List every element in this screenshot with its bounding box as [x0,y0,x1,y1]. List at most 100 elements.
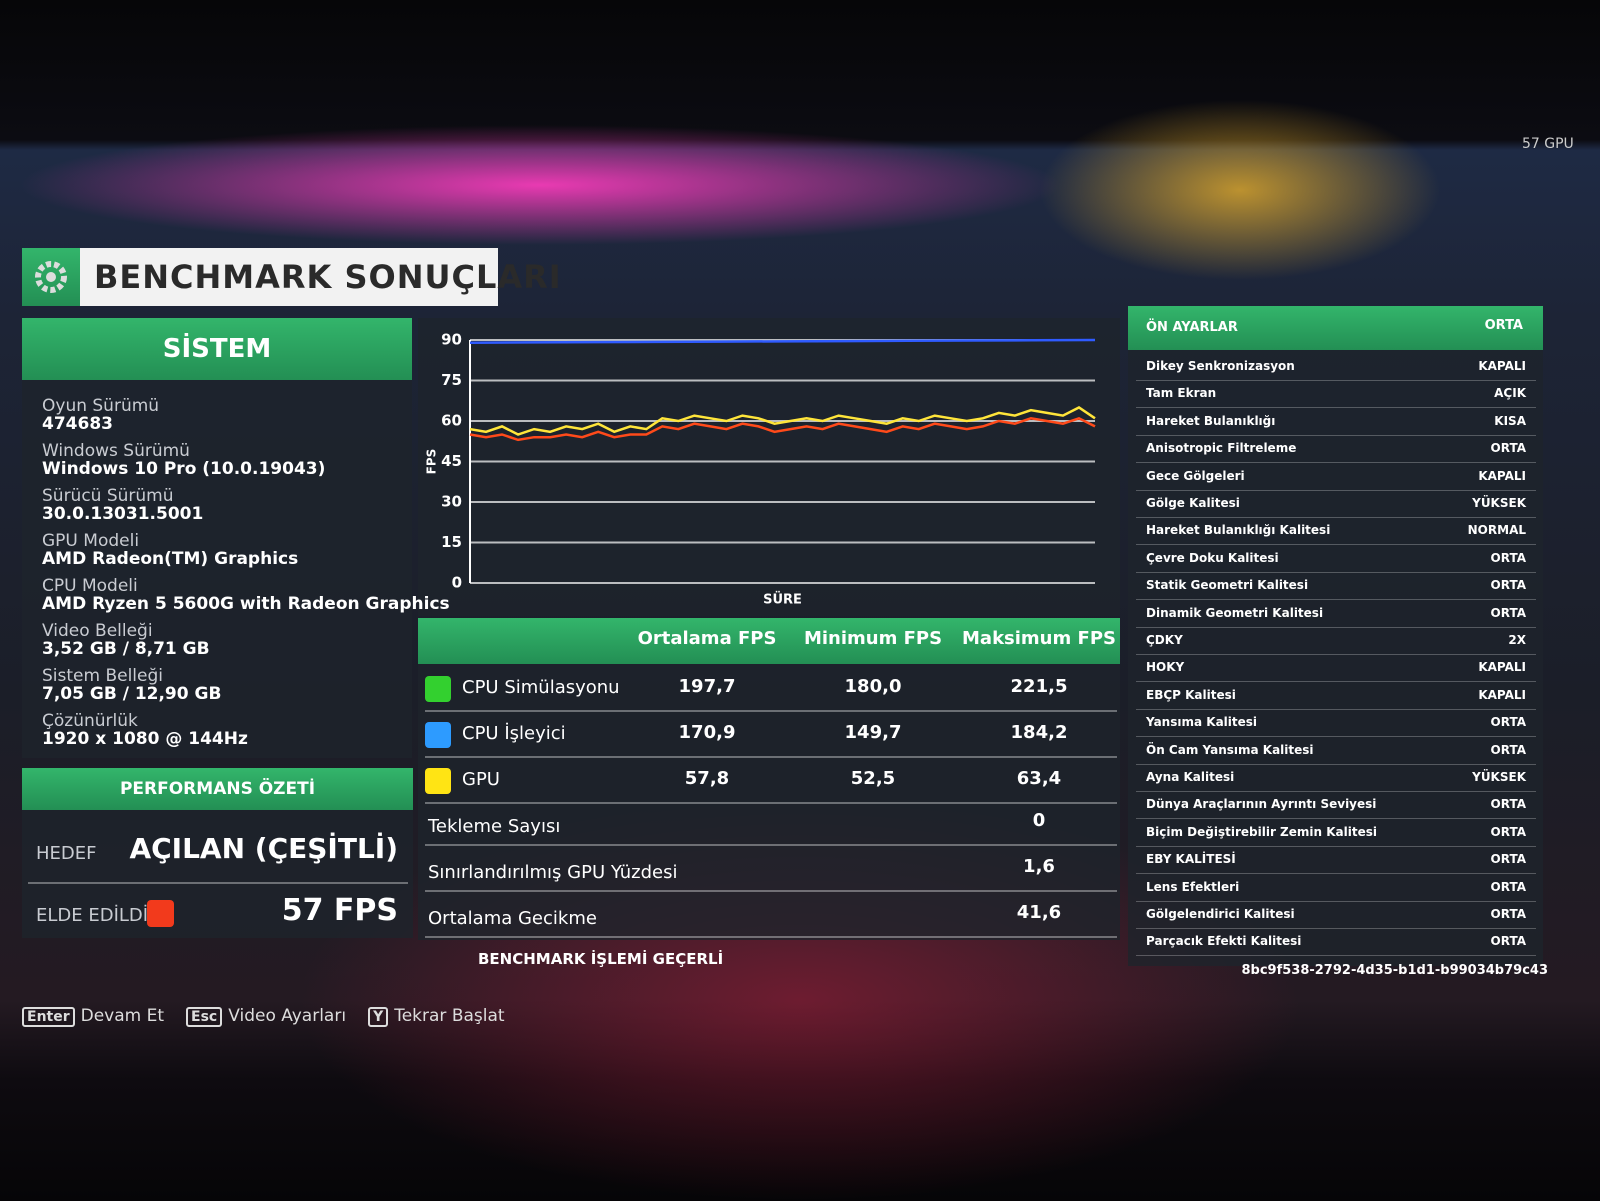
fps-line [469,406,1096,436]
setting-label: Dikey Senkronizasyon [1146,359,1295,373]
stat-value: 1,6 [1023,856,1055,877]
x-axis-label: SÜRE [763,592,802,608]
setting-label: Gölge Kalitesi [1146,496,1240,510]
target-label: HEDEF [36,843,97,864]
setting-label: Tam Ekran [1146,386,1217,401]
settings-panel [1128,306,1543,966]
cell: 221,5 [1010,676,1068,697]
results-panel [418,618,1120,940]
achieved-swatch [147,900,174,927]
row-name: CPU Simülasyonu [462,677,620,698]
setting-value: KISA [1494,413,1526,428]
system-label: Çözünürlük [42,711,138,731]
system-label: GPU Modeli [42,531,140,551]
setting-label: Ön Cam Yansıma Kalitesi [1146,742,1314,757]
performance-header: PERFORMANS ÖZETİ [22,768,413,810]
target-value: AÇILAN (ÇEŞİTLİ) [129,832,398,865]
row-divider [425,890,1117,892]
system-value: 1920 x 1080 @ 144Hz [42,729,248,749]
column-header: Minimum FPS [803,628,943,649]
fps-chart: 0 15 30 45 60 75 90 FPS SÜRE [425,331,1096,608]
setting-label: Dinamik Geometri Kalitesi [1146,605,1324,620]
setting-row: Gölgelendirici Kalitesi ORTA [1136,902,1536,929]
setting-value: ORTA [1490,852,1526,867]
system-value: Windows 10 Pro (10.0.19043) [42,459,326,479]
run-id: 8bc9f538-2792-4d35-b1d1-b99034b79c43 [1241,963,1548,978]
setting-row: EBÇP Kalitesi KAPALI [1136,683,1536,710]
gear-icon [22,248,80,306]
row-divider [425,710,1117,712]
action-button[interactable]: Enter Devam Et [22,1006,164,1027]
system-value: AMD Ryzen 5 5600G with Radeon Graphics [42,594,450,614]
series-swatch [425,722,451,748]
column-header: Ortalama FPS [637,628,777,649]
row-divider [425,756,1117,758]
setting-row: Dikey Senkronizasyon KAPALI [1136,354,1536,381]
setting-label: Hareket Bulanıklığı Kalitesi [1146,523,1331,538]
settings-preset: ORTA [1484,318,1523,333]
cell: 180,0 [844,676,902,697]
cell: 197,7 [678,676,736,697]
stat-value: 0 [1032,810,1046,831]
setting-label: Gölgelendirici Kalitesi [1146,907,1295,921]
action-button[interactable]: Esc Video Ayarları [186,1006,347,1027]
setting-value: ORTA [1490,742,1526,757]
cell: 170,9 [678,722,736,743]
setting-label: EBÇP Kalitesi [1146,687,1236,702]
setting-label: Çevre Doku Kalitesi [1146,550,1279,565]
divider [28,882,408,884]
setting-row: Çevre Doku Kalitesi ORTA [1136,546,1536,573]
setting-value: YÜKSEK [1472,496,1526,510]
setting-value: ORTA [1490,934,1526,949]
setting-value: YÜKSEK [1472,770,1526,784]
achieved-label: ELDE EDİLDİ [36,905,149,926]
key-hint: Esc [186,1007,223,1027]
gear [35,261,67,293]
system-value: 474683 [42,414,113,434]
fps-line [469,338,1096,344]
setting-label: Anisotropic Filtreleme [1146,441,1297,456]
setting-row: Hareket Bulanıklığı KISA [1136,409,1536,436]
results-header [418,618,1120,664]
setting-value: ORTA [1490,907,1526,921]
corner-text: 57 GPU [1522,136,1574,152]
setting-row: ÇDKY 2X [1136,628,1536,655]
setting-label: Biçim Değiştirebilir Zemin Kalitesi [1146,824,1377,839]
system-value: 30.0.13031.5001 [42,504,204,524]
series-swatch [425,676,451,702]
setting-label: Lens Efektleri [1146,879,1240,894]
series-swatch [425,768,451,794]
cell: 184,2 [1010,722,1068,743]
system-label: Video Belleği [42,621,153,641]
system-label: CPU Modeli [42,576,138,596]
y-tick-label: 15 [441,533,462,551]
button-label: Video Ayarları [228,1006,347,1026]
cell: 52,5 [850,768,896,789]
setting-row: Ön Cam Yansıma Kalitesi ORTA [1136,738,1536,765]
system-panel [22,318,412,758]
setting-value: ORTA [1490,441,1526,456]
setting-value: ORTA [1490,578,1526,593]
action-button[interactable]: Y Tekrar Başlat [368,1006,505,1027]
page-title: BENCHMARK SONUÇLARI [94,258,562,296]
setting-row: Statik Geometri Kalitesi ORTA [1136,573,1536,601]
status-text: BENCHMARK İŞLEMİ GEÇERLİ [478,950,724,968]
system-label: Oyun Sürümü [42,396,160,416]
setting-row: Biçim Değiştirebilir Zemin Kalitesi ORTA [1136,820,1536,847]
setting-label: HOKY [1146,660,1185,675]
system-value: 7,05 GB / 12,90 GB [42,684,222,704]
column-header: Maksimum FPS [962,628,1116,649]
y-tick-label: 30 [441,493,462,511]
chart-panel [418,318,1120,616]
setting-value: ORTA [1490,550,1526,565]
setting-row: Dinamik Geometri Kalitesi ORTA [1136,601,1536,628]
setting-row: Dünya Araçlarının Ayrıntı Seviyesi ORTA [1136,792,1536,820]
setting-value: 2X [1508,633,1526,647]
setting-row: Lens Efektleri ORTA [1136,875,1536,902]
setting-label: Statik Geometri Kalitesi [1146,578,1309,593]
stat-value: 41,6 [1016,902,1062,923]
system-label: Sürücü Sürümü [42,486,174,506]
setting-row: Hareket Bulanıklığı Kalitesi NORMAL [1136,518,1536,546]
setting-value: KAPALI [1478,687,1526,702]
